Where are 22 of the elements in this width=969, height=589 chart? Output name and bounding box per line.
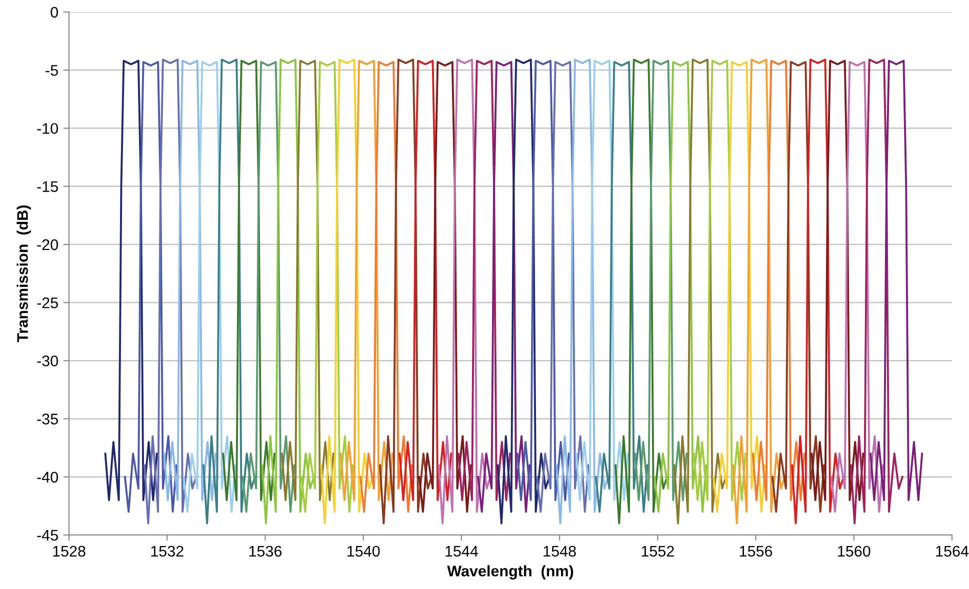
x-tick-label: 1548 — [544, 546, 576, 557]
x-tick-label: 1544 — [446, 546, 478, 557]
y-tick-label: -40 — [37, 472, 58, 483]
y-tick-label: -30 — [37, 356, 58, 366]
x-tick-label: 1532 — [151, 546, 184, 557]
y-tick-label: -15 — [37, 181, 58, 192]
x-tick-label: 1528 — [53, 546, 86, 557]
y-tick-label: -20 — [37, 239, 58, 250]
x-tick-label: 1536 — [249, 546, 282, 557]
y-tick-label: -10 — [37, 123, 58, 134]
x-tick-label: 1552 — [642, 546, 674, 557]
x-tick-label: 1540 — [348, 546, 380, 557]
x-axis-title: Wavelength (nm) — [447, 565, 574, 580]
y-tick-label: 0 — [50, 6, 58, 18]
y-axis-title: Transmission (dB) — [16, 205, 31, 342]
x-tick-label: 1556 — [740, 546, 772, 557]
y-tick-label: -35 — [37, 414, 58, 424]
y-tick-label: -5 — [46, 65, 58, 76]
x-tick-label: 1564 — [936, 546, 969, 557]
y-tick-label: -45 — [37, 530, 58, 541]
y-tick-label: -25 — [37, 297, 58, 308]
x-tick-label: 1560 — [838, 546, 870, 557]
